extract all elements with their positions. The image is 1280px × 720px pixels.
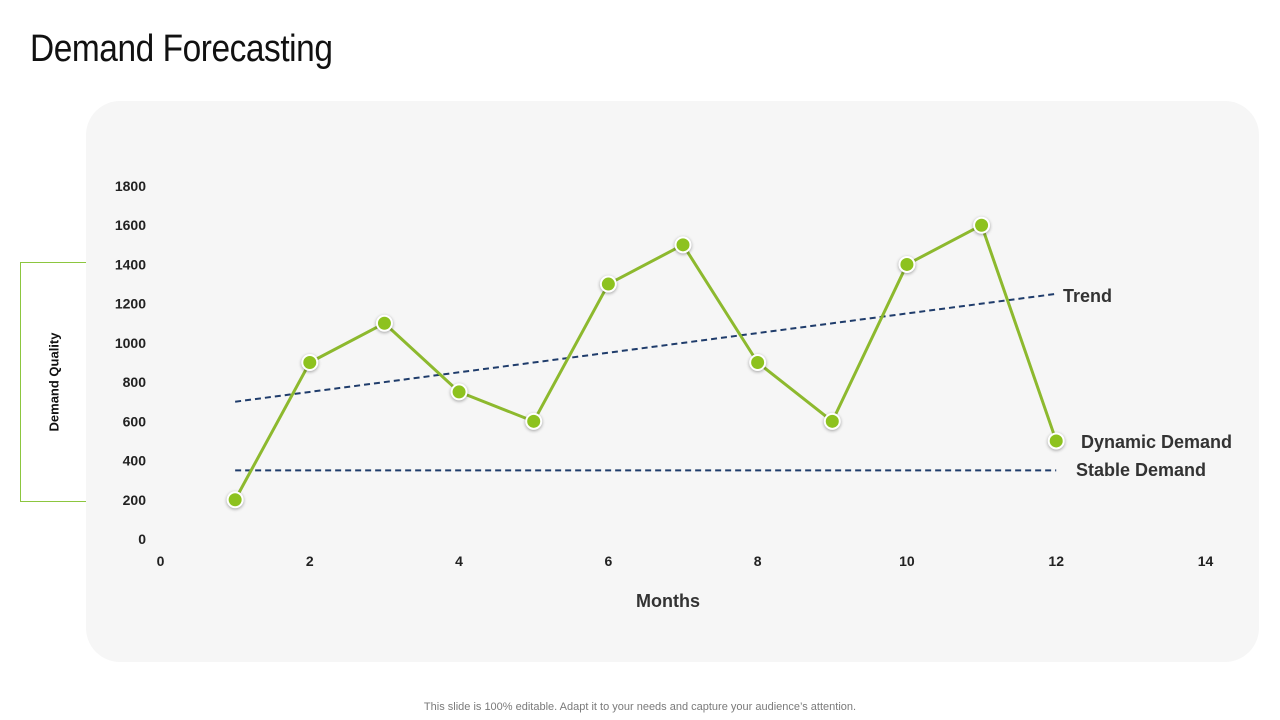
data-point (1047, 432, 1065, 450)
y-tick-label: 1400 (115, 256, 146, 272)
data-point (898, 255, 916, 273)
trend-line (235, 292, 1057, 403)
y-tick-label: 1000 (115, 335, 146, 351)
slide-title: Demand Forecasting (30, 28, 333, 70)
data-point (450, 383, 468, 401)
dynamic-demand-line (233, 223, 1058, 501)
x-tick-label: 6 (604, 553, 612, 569)
x-tick-label: 12 (1048, 553, 1064, 569)
x-axis-title: Months (636, 591, 700, 611)
y-tick-label: 1800 (115, 178, 146, 194)
x-tick-label: 14 (1198, 553, 1214, 569)
x-tick-label: 4 (455, 553, 463, 569)
y-tick-label: 0 (138, 531, 146, 547)
data-point (301, 354, 319, 371)
y-tick-label: 1600 (115, 217, 146, 233)
y-tick-label: 600 (123, 413, 147, 429)
trend-label: Trend (1063, 286, 1112, 306)
data-point (823, 412, 841, 430)
data-point (599, 275, 617, 293)
data-point (749, 354, 767, 371)
y-tick-label: 800 (123, 374, 147, 390)
dynamic-demand-label: Dynamic Demand (1081, 432, 1232, 452)
x-tick-label: 10 (899, 553, 915, 569)
stable-demand-label: Stable Demand (1076, 460, 1206, 480)
data-point (525, 412, 543, 430)
x-tick-label: 8 (754, 553, 762, 569)
data-point (674, 236, 692, 254)
x-tick-label: 2 (306, 553, 314, 569)
data-point (973, 216, 991, 234)
y-tick-label: 400 (123, 453, 147, 469)
chart-panel (86, 101, 1259, 662)
data-point (226, 491, 244, 509)
data-point (375, 314, 393, 332)
y-tick-label: 200 (123, 492, 147, 508)
y-tick-label: 1200 (115, 296, 146, 312)
footer-note: This slide is 100% editable. Adapt it to… (423, 701, 857, 713)
x-tick-label: 0 (157, 553, 165, 569)
y-axis-label-box: Demand Quality (20, 262, 86, 502)
